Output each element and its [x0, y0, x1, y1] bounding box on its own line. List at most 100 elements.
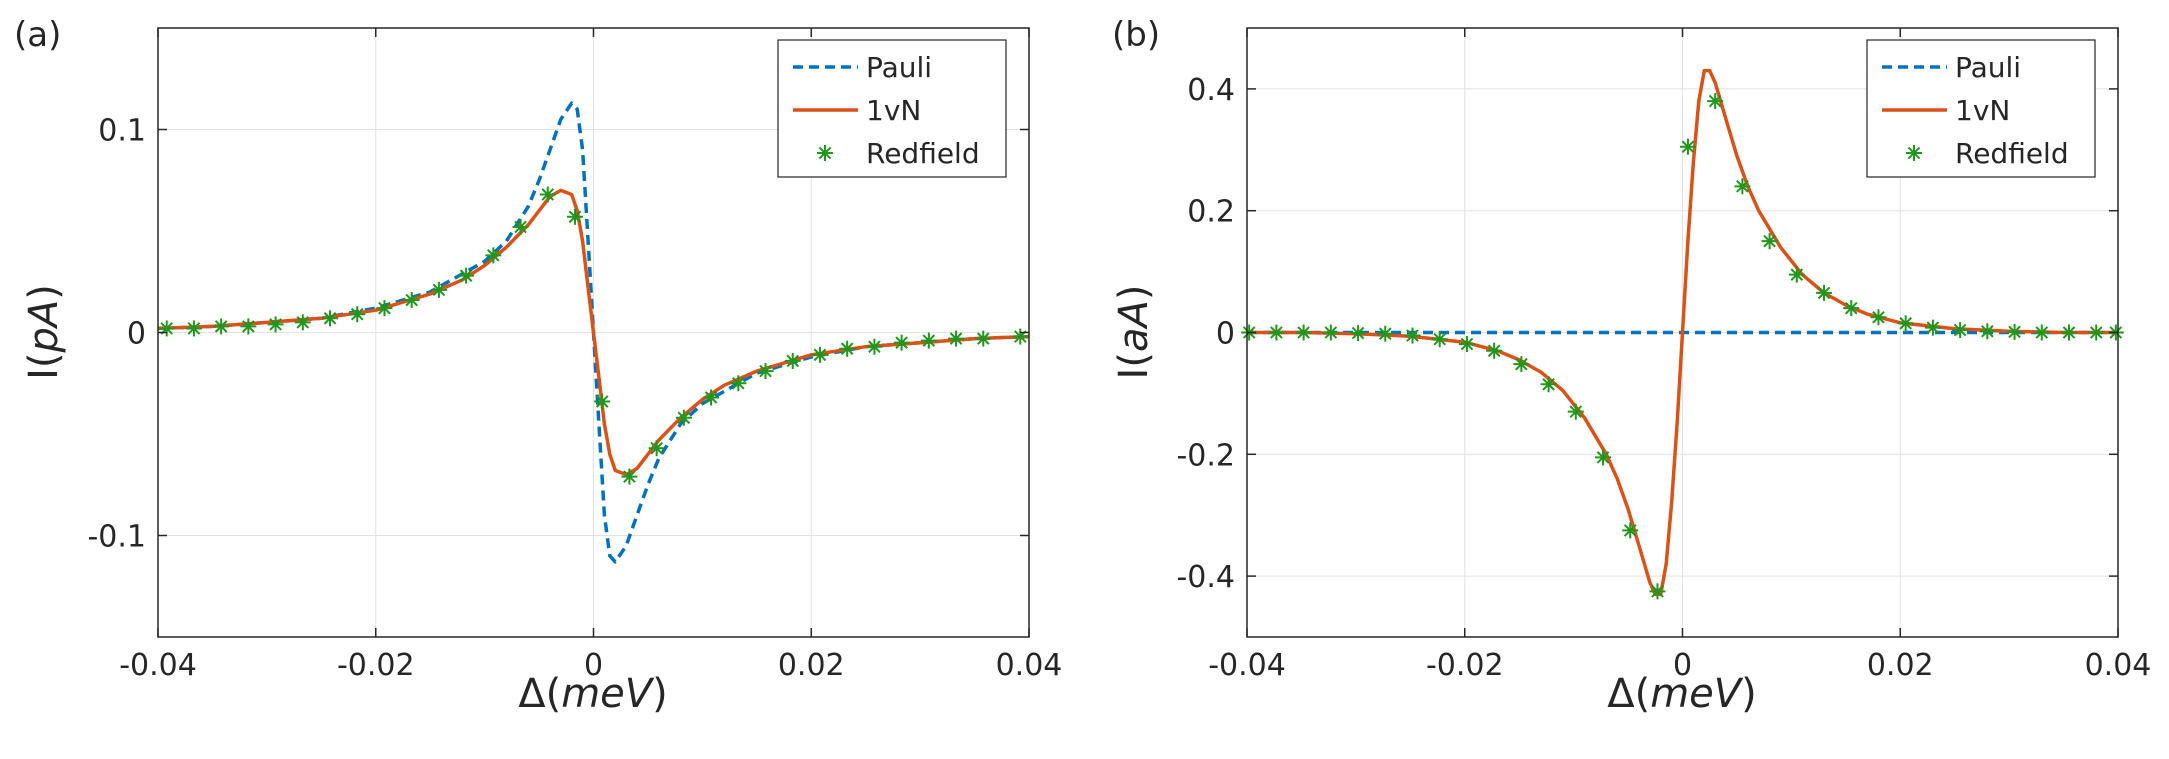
legend-redfield-label: Redfield: [1955, 137, 2069, 170]
data-point-redfield: [2088, 324, 2105, 341]
panel-a-ticks: -0.04 -0.02 0 0.02 0.04 -0.1 0 0.1: [87, 28, 1062, 683]
panel-b-x-axis-label: Δ(meV): [1607, 671, 1757, 717]
data-point-redfield: [1761, 233, 1778, 250]
x-tick-label: 0.02: [778, 648, 845, 683]
data-point-redfield: [322, 310, 339, 327]
data-point-redfield: [1567, 403, 1584, 420]
panel-b-y-axis-label: I(aA): [1111, 285, 1157, 380]
y-tick-label: -0.4: [1176, 560, 1235, 595]
data-point-redfield: [811, 346, 828, 363]
data-point-redfield: [1350, 325, 1367, 342]
y-tick-label: 0: [127, 317, 146, 352]
data-point-redfield: [703, 389, 720, 406]
data-point-redfield: [839, 340, 856, 357]
y-tick-label: 0.2: [1187, 195, 1235, 230]
data-point-redfield: [2061, 324, 2078, 341]
legend-1vn-label: 1vN: [866, 94, 921, 127]
data-point-redfield: [1897, 315, 1914, 332]
data-point-redfield: [730, 375, 747, 392]
y-tick-label: -0.1: [87, 520, 146, 555]
legend-redfield-swatch: [817, 145, 833, 161]
data-point-redfield: [975, 330, 992, 347]
data-point-redfield: [1707, 93, 1724, 110]
data-point-redfield: [1649, 583, 1666, 600]
data-point-redfield: [1924, 319, 1941, 336]
data-point-redfield: [1322, 324, 1339, 341]
data-point-redfield: [1595, 449, 1612, 466]
data-point-redfield: [1458, 336, 1475, 353]
panel-b-label: (b): [1112, 15, 1160, 55]
panel-b: (b) -0.04 -0.02 0 0.02 0.04 -0.4 -0.2 0 0.2 0.4 Δ…: [1111, 15, 2151, 717]
data-point-redfield: [240, 318, 257, 335]
data-point-redfield: [294, 314, 311, 331]
data-point-redfield: [1870, 309, 1887, 326]
data-point-redfield: [1734, 178, 1751, 195]
data-point-redfield: [2033, 324, 2050, 341]
data-point-redfield: [458, 267, 475, 284]
series-redfield-markers: [1241, 93, 2124, 600]
x-tick-label: 0.04: [996, 648, 1063, 683]
panel-b-plot: [1241, 68, 2124, 600]
data-point-redfield: [1979, 323, 1996, 340]
data-point-redfield: [920, 332, 937, 349]
legend-pauli-label: Pauli: [1955, 51, 2021, 84]
data-point-redfield: [403, 292, 420, 309]
legend-1vn-label: 1vN: [1955, 94, 2010, 127]
data-point-redfield: [675, 409, 692, 426]
legend-redfield-swatch: [1906, 145, 1922, 161]
data-point-redfield: [1268, 324, 1285, 341]
panel-a-x-axis-label: Δ(meV): [518, 671, 668, 717]
data-point-redfield: [376, 300, 393, 317]
data-point-redfield: [1513, 356, 1530, 373]
data-point-redfield: [1377, 325, 1394, 342]
x-tick-label: 0.04: [2085, 648, 2152, 683]
data-point-redfield: [1431, 331, 1448, 348]
y-tick-label: 0.1: [98, 114, 146, 149]
series-1vn-line: [1247, 68, 2118, 597]
y-tick-label: 0: [1216, 317, 1235, 352]
legend-redfield-marker: [817, 145, 833, 161]
panel-a: (a) -0.04 -0.02 0 0.02 0.04 -0.1 0 0.1 Δ(meV) I…: [14, 15, 1062, 717]
panel-a-y-axis-label: I(pA): [21, 284, 67, 380]
x-tick-label: -0.04: [119, 648, 197, 683]
x-tick-label: 0.02: [1867, 648, 1934, 683]
data-point-redfield: [185, 320, 202, 337]
data-point-redfield: [784, 352, 801, 369]
data-point-redfield: [430, 281, 447, 298]
data-point-redfield: [1540, 376, 1557, 393]
series-redfield-markers: [158, 186, 1029, 485]
data-point-redfield: [349, 306, 366, 323]
data-point-redfield: [512, 218, 529, 235]
data-point-redfield: [1012, 328, 1029, 345]
data-point-redfield: [1788, 266, 1805, 283]
data-point-redfield: [485, 247, 502, 264]
data-point-redfield: [1952, 322, 1969, 339]
data-point-redfield: [948, 330, 965, 347]
panel-b-legend: Pauli 1vN Redfield: [1866, 39, 2096, 178]
data-point-redfield: [1295, 324, 1312, 341]
legend-pauli-label: Pauli: [866, 51, 932, 84]
data-point-redfield: [1816, 284, 1833, 301]
data-point-redfield: [158, 320, 175, 337]
x-tick-label: 0: [1673, 648, 1692, 683]
data-point-redfield: [621, 468, 638, 485]
panel-a-legend: Pauli 1vN Redfield: [777, 39, 1007, 178]
x-tick-label: 0: [584, 648, 603, 683]
data-point-redfield: [1843, 300, 1860, 317]
panel-a-label: (a): [14, 15, 61, 55]
data-point-redfield: [866, 338, 883, 355]
data-point-redfield: [213, 318, 230, 335]
data-point-redfield: [1486, 342, 1503, 359]
y-tick-label: -0.2: [1176, 438, 1235, 473]
data-point-redfield: [539, 186, 556, 203]
legend-redfield-marker: [1906, 145, 1922, 161]
x-tick-label: -0.02: [337, 648, 415, 683]
data-point-redfield: [648, 440, 665, 457]
x-tick-label: -0.02: [1426, 648, 1504, 683]
y-tick-label: 0.4: [1187, 73, 1235, 108]
legend-redfield-label: Redfield: [866, 137, 980, 170]
data-point-redfield: [757, 363, 774, 380]
data-point-redfield: [566, 208, 583, 225]
data-point-redfield: [2006, 323, 2023, 340]
